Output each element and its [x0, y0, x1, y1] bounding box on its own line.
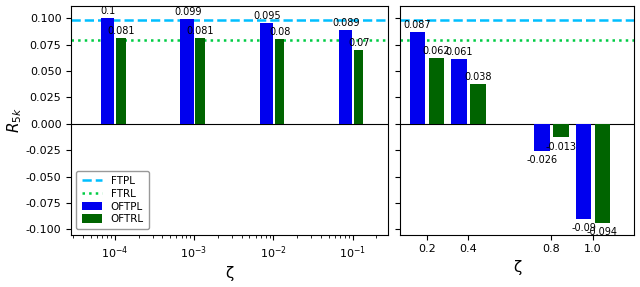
Text: 0.038: 0.038 — [464, 71, 492, 82]
Text: 0.062: 0.062 — [422, 46, 450, 56]
Bar — [410, 32, 426, 124]
Bar — [180, 19, 194, 124]
Bar — [354, 50, 364, 124]
Bar — [116, 38, 125, 124]
Text: 0.07: 0.07 — [348, 38, 370, 48]
Text: -0.094: -0.094 — [587, 227, 618, 237]
Text: 0.087: 0.087 — [404, 20, 431, 30]
Bar — [553, 124, 568, 137]
Bar — [595, 124, 610, 223]
Bar — [275, 39, 284, 124]
Bar — [429, 58, 444, 124]
Bar — [576, 124, 591, 219]
Text: 0.1: 0.1 — [100, 6, 116, 16]
Bar — [260, 24, 273, 124]
Text: 0.08: 0.08 — [269, 27, 291, 37]
X-axis label: ζ: ζ — [513, 260, 522, 275]
Y-axis label: $R_{5k}$: $R_{5k}$ — [6, 107, 24, 133]
Bar — [534, 124, 550, 151]
Text: 0.099: 0.099 — [174, 7, 202, 17]
Text: 0.061: 0.061 — [445, 47, 473, 57]
Text: -0.026: -0.026 — [527, 156, 557, 165]
Bar — [339, 30, 352, 124]
Bar — [195, 38, 205, 124]
X-axis label: ζ: ζ — [225, 266, 234, 282]
Bar — [101, 18, 115, 124]
Text: -0.09: -0.09 — [571, 223, 596, 233]
Text: 0.081: 0.081 — [187, 26, 214, 36]
Bar — [470, 84, 486, 124]
Text: 0.089: 0.089 — [332, 18, 360, 28]
Text: 0.095: 0.095 — [253, 11, 281, 22]
Text: 0.081: 0.081 — [108, 26, 135, 36]
Text: -0.013: -0.013 — [545, 142, 576, 152]
Bar — [451, 59, 467, 124]
Legend: FTPL, FTRL, OFTPL, OFTRL: FTPL, FTRL, OFTPL, OFTRL — [76, 171, 149, 229]
